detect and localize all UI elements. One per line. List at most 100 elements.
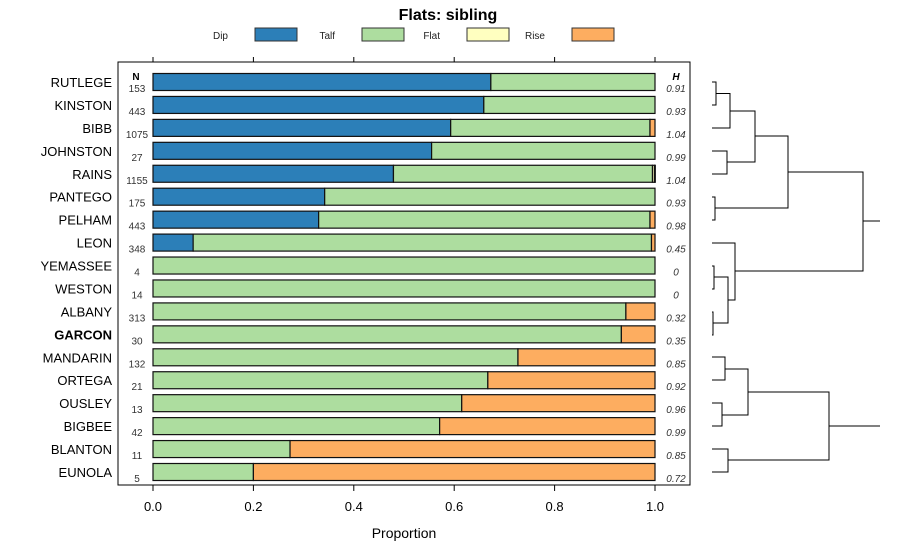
bar-segment-talf — [152, 325, 622, 344]
bar-segment-rise — [252, 462, 656, 482]
n-value: 1155 — [126, 176, 148, 187]
n-value: 175 — [129, 199, 146, 210]
h-value: 0.45 — [666, 245, 686, 256]
category-label: KINSTON — [54, 98, 112, 113]
bar-row-ortega: ORTEGA 21 0.92 — [57, 371, 686, 393]
n-value: 11 — [132, 451, 143, 462]
bar-segment-talf — [152, 462, 255, 482]
bar-segment-dip — [152, 164, 395, 183]
legend-swatch-talf — [361, 27, 405, 42]
dendrogram-branches — [712, 81, 880, 473]
n-value: 153 — [129, 84, 146, 95]
x-tick-label: 0.2 — [244, 499, 262, 514]
h-value: 0.99 — [666, 153, 686, 164]
category-label: RUTLEGE — [51, 75, 113, 90]
bar-row-yemassee: YEMASSEE 4 0 — [40, 256, 679, 279]
h-value: 0.93 — [666, 199, 686, 210]
bar-segment-rise — [461, 394, 656, 413]
n-value: 5 — [134, 474, 140, 485]
n-value: 132 — [129, 359, 146, 370]
bar-segment-dip — [152, 187, 326, 206]
chart-title: Flats: sibling — [399, 7, 498, 24]
bar-segment-dip — [152, 95, 485, 115]
h-value: 0.32 — [666, 313, 686, 324]
category-label: BIBB — [82, 121, 112, 136]
bar-segment-talf — [152, 256, 656, 275]
category-label: YEMASSEE — [40, 259, 112, 274]
category-label: WESTON — [55, 281, 112, 296]
bar-row-bigbee: BIGBEE 42 0.99 — [64, 417, 686, 439]
bar-segment-talf — [450, 118, 651, 137]
h-value: 1.04 — [666, 130, 686, 141]
n-value: 443 — [129, 107, 146, 118]
bar-segment-talf — [192, 233, 653, 252]
bar-segment-talf — [152, 348, 519, 367]
h-value: 0.85 — [666, 359, 686, 370]
x-tick-label: 0.8 — [546, 499, 564, 514]
n-value: 14 — [131, 290, 143, 301]
category-label: GARCON — [54, 327, 112, 342]
legend-label-dip: Dip — [213, 31, 228, 42]
bar-segment-dip — [152, 233, 194, 252]
legend: Dip Talf Flat Rise — [213, 27, 615, 42]
bar-row-garcon: GARCON 30 0.35 — [54, 325, 686, 347]
bar-segment-rise — [289, 439, 656, 459]
h-value: 0.35 — [666, 336, 686, 347]
bar-row-pantego: PANTEGO 175 0.93 — [49, 187, 686, 210]
x-tick-label: 1.0 — [646, 499, 664, 514]
bar-segment-talf — [490, 72, 656, 92]
bar-segment-dip — [152, 210, 320, 229]
x-tick-label: 0.6 — [445, 499, 463, 514]
bar-row-rutlege: RUTLEGE 153 0.91 — [51, 72, 686, 95]
bar-segment-talf — [324, 187, 656, 206]
h-value: 0.99 — [666, 428, 686, 439]
bar-row-weston: WESTON 14 0 — [55, 279, 679, 301]
bar-row-kinston: KINSTON 443 0.93 — [54, 95, 686, 118]
category-label: BLANTON — [51, 442, 112, 457]
h-value: 0.91 — [666, 84, 685, 95]
n-value: 348 — [129, 245, 146, 256]
n-value: 313 — [129, 313, 146, 324]
n-value: 13 — [131, 405, 143, 416]
n-value: 27 — [131, 153, 143, 164]
n-header: N — [132, 72, 139, 83]
bar-row-rains: RAINS 1155 1.04 — [72, 164, 686, 187]
bar-row-albany: ALBANY 313 0.32 — [61, 302, 686, 324]
bar-segment-rise — [625, 302, 656, 321]
bar-row-pelham: PELHAM 443 0.98 — [59, 210, 686, 233]
bar-segment-rise — [517, 348, 656, 367]
n-value: 1075 — [126, 130, 149, 141]
category-label: ORTEGA — [57, 373, 112, 388]
h-value: 0.96 — [666, 405, 686, 416]
category-label: OUSLEY — [59, 396, 112, 411]
bar-segment-talf — [152, 417, 441, 436]
bar-segment-rise — [620, 325, 656, 344]
bar-segment-talf — [152, 302, 627, 321]
bar-segment-talf — [152, 394, 463, 413]
n-value: 21 — [131, 382, 143, 393]
bar-segment-talf — [318, 210, 651, 229]
category-label: MANDARIN — [43, 350, 112, 365]
n-value: 30 — [131, 336, 143, 347]
bar-segment-talf — [152, 371, 489, 390]
bar-segment-talf — [431, 141, 656, 160]
x-tick-label: 0.4 — [345, 499, 363, 514]
n-value: 443 — [129, 222, 146, 233]
bar-segment-rise — [653, 164, 656, 183]
legend-swatch-rise — [571, 27, 615, 42]
legend-label-flat: Flat — [423, 31, 440, 42]
bar-row-bibb: BIBB 1075 1.04 — [82, 118, 686, 141]
category-label: LEON — [77, 236, 112, 251]
bar-row-blanton: BLANTON 11 0.85 — [51, 439, 686, 462]
bar-segment-rise — [487, 371, 656, 390]
h-value: 0.85 — [666, 451, 686, 462]
legend-swatch-dip — [254, 27, 298, 42]
x-tick-label: 0.0 — [144, 499, 162, 514]
dendrogram — [712, 81, 880, 473]
bar-row-ousley: OUSLEY 13 0.96 — [59, 394, 686, 416]
h-value: 0 — [673, 268, 679, 279]
category-label: ALBANY — [61, 304, 113, 319]
plot-frame — [117, 61, 691, 486]
bar-segment-talf — [483, 95, 656, 115]
